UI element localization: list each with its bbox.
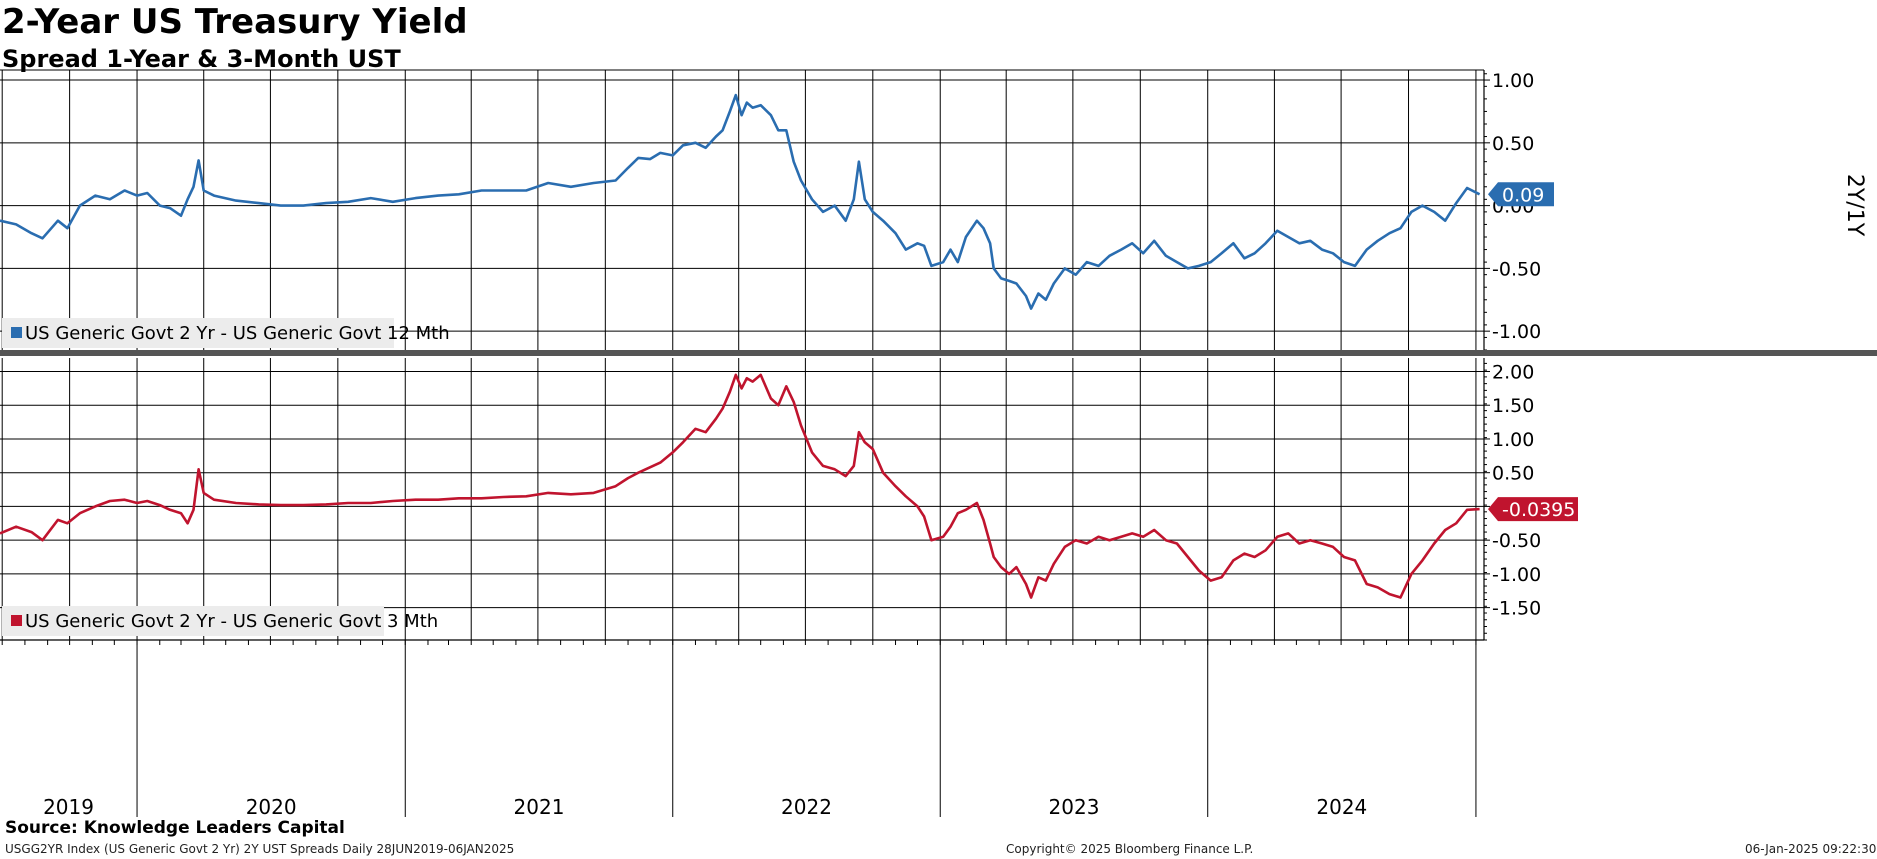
legend-swatch [11,615,22,626]
legend-box [2,318,394,348]
y-tick-label: 1.00 [1492,70,1534,92]
x-year-label: 2020 [246,795,297,819]
chart-title: 2-Year US Treasury Yield [2,2,468,42]
x-axis: 2019 2020 2021 2022 2023 2024 [0,639,1484,819]
x-year-label: 2022 [781,795,832,819]
series-line [0,93,1481,310]
bottom-panel: 2.00 1.50 1.00 0.50 -0.50 -1.00 -1.50 -0.0395 US… [0,358,1578,641]
legend-box [2,606,384,636]
y-tick-label: -0.50 [1492,530,1541,552]
y-tick-label: -1.50 [1492,598,1541,620]
x-year-label: 2019 [43,795,94,819]
legend-label: US Generic Govt 2 Yr - US Generic Govt 3… [25,611,438,632]
source-note: Source: Knowledge Leaders Capital [5,818,345,838]
y-tick-label: 0.50 [1492,463,1534,485]
x-year-label: 2024 [1316,795,1367,819]
footer-copyright: Copyright© 2025 Bloomberg Finance L.P. [1006,842,1254,856]
y-tick-label: 2.00 [1492,361,1534,383]
last-value-tag [1488,182,1554,207]
y-tick-label: -1.00 [1492,321,1541,343]
y-tick-label: 0.50 [1492,133,1534,155]
y-tick-label: -1.00 [1492,564,1541,586]
last-value-label: -0.0395 [1502,499,1575,521]
chart-subtitle: Spread 1-Year & 3-Month UST [2,45,401,73]
axis-title: 2Y/1Y [1842,174,1867,237]
last-value-tag [1488,497,1578,522]
x-year-label: 2023 [1049,795,1100,819]
x-year-label: 2021 [514,795,565,819]
legend-swatch [11,327,22,338]
footer-index-note: USGG2YR Index (US Generic Govt 2 Yr) 2Y … [5,842,515,856]
footer-timestamp: 06-Jan-2025 09:22:30 [1745,842,1877,856]
last-value-label: 0.09 [1502,184,1544,206]
y-tick-label: 1.00 [1492,429,1534,451]
y-tick-label: 1.50 [1492,395,1534,417]
y-tick-label: -0.50 [1492,258,1541,280]
series-line [0,373,1480,599]
panel-divider [0,350,1877,356]
legend-label: US Generic Govt 2 Yr - US Generic Govt 1… [25,323,450,344]
